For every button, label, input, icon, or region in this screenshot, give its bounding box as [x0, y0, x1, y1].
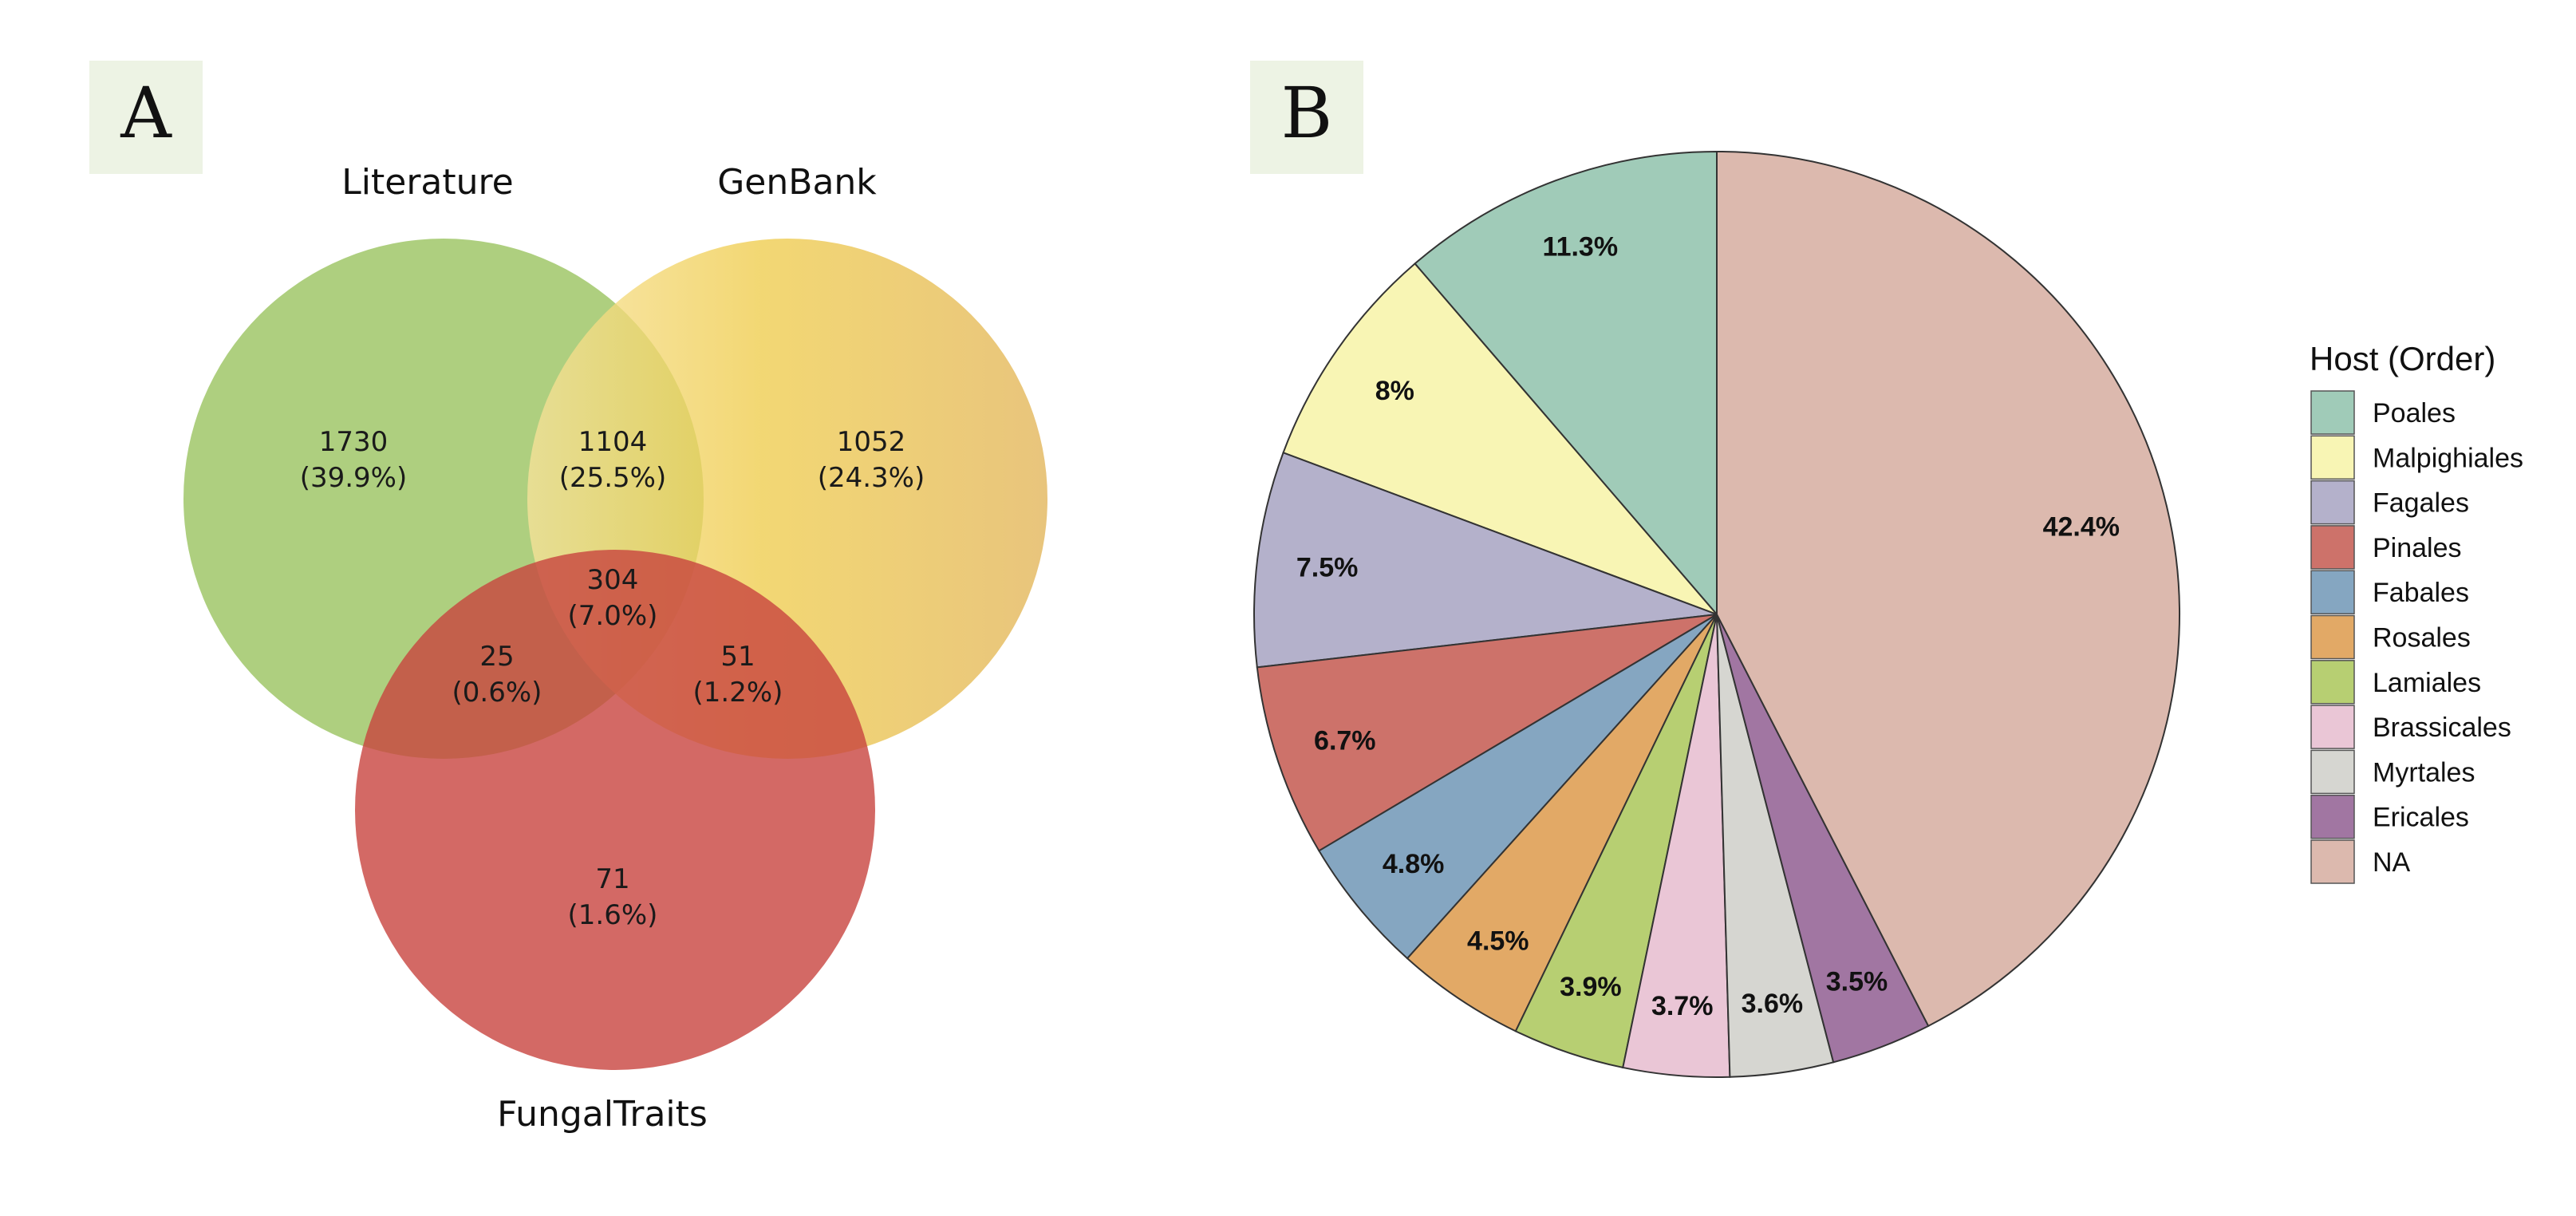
- set-title-literature: Literature: [341, 162, 513, 203]
- panel-a-letter: A: [120, 72, 172, 154]
- pie-labels: 11.3% 8% 7.5% 6.7% 4.8% 4.5% 3.9% 3.7% 3.6% 3.5% 4…: [1296, 232, 2120, 1021]
- panel-b-badge: [1250, 61, 1363, 174]
- legend-label-brassicales: Brassicales: [2373, 713, 2511, 743]
- region-percent: (39.9%): [300, 462, 408, 494]
- legend-label-na: NA: [2373, 847, 2411, 878]
- legend-label-poales: Poales: [2373, 398, 2456, 428]
- legend-swatch-ericales: [2310, 794, 2355, 839]
- pie-slice-fagales: [1253, 452, 1718, 669]
- pie-slice-na: [1716, 150, 2181, 1028]
- legend-swatch-na: [2310, 839, 2355, 884]
- region-count: 1052: [837, 426, 906, 458]
- legend-label-rosales: Rosales: [2373, 623, 2471, 653]
- pie-label-fagales: 7.5%: [1296, 553, 1359, 583]
- pie-slice-fabales: [1318, 614, 1718, 960]
- pie-slice-rosales: [1406, 614, 1718, 1032]
- pie-label-ericales: 3.5%: [1826, 967, 1888, 997]
- legend-swatch-poales: [2310, 390, 2355, 435]
- region-count: 304: [587, 564, 639, 596]
- venn-region-literature-only: 1730 (39.9%): [300, 426, 408, 494]
- pie-legend: Host (Order) Poales Malpighiales Fagales Pi…: [2310, 340, 2523, 884]
- legend-label-fabales: Fabales: [2373, 578, 2469, 608]
- venn-region-fungaltraits-only: 71 (1.6%): [568, 863, 658, 931]
- region-count: 1104: [578, 426, 648, 458]
- region-percent: (7.0%): [568, 600, 658, 632]
- pie-slice-pinales: [1256, 614, 1718, 852]
- legend-swatch-pinales: [2310, 525, 2355, 570]
- region-percent: (1.2%): [693, 677, 783, 709]
- region-count: 1730: [319, 426, 389, 458]
- legend-label-ericales: Ericales: [2373, 803, 2469, 833]
- pie-label-myrtales: 3.6%: [1742, 989, 1804, 1019]
- legend-swatch-brassicales: [2310, 705, 2355, 749]
- set-title-fungaltraits: FungalTraits: [497, 1094, 708, 1135]
- pie-panel: B 11.3% 8% 7.5% 6.7% 4.8% 4.5% 3.9% 3.7% 3.6% 3.5…: [1250, 61, 2523, 1078]
- pie-slices: [1253, 150, 2181, 1078]
- pie-label-lamiales: 3.9%: [1560, 972, 1622, 1002]
- legend-label-myrtales: Myrtales: [2373, 757, 2475, 788]
- venn-region-all-three: 304 (7.0%): [568, 564, 658, 632]
- legend-label-malpighiales: Malpighiales: [2373, 443, 2523, 473]
- legend-swatch-rosales: [2310, 614, 2355, 660]
- region-count: 25: [479, 641, 514, 673]
- pie-label-rosales: 4.5%: [1467, 926, 1529, 957]
- legend-swatch-lamiales: [2310, 660, 2355, 705]
- venn-region-genbank-only: 1052 (24.3%): [818, 426, 925, 494]
- set-title-genbank: GenBank: [717, 162, 877, 203]
- pie-label-na: 42.4%: [2043, 512, 2120, 543]
- region-count: 51: [720, 641, 755, 673]
- venn-region-genbank-fungaltraits: 51 (1.2%): [693, 641, 783, 709]
- legend-swatch-fagales: [2310, 480, 2355, 525]
- pie-label-poales: 11.3%: [1543, 232, 1619, 263]
- pie-label-brassicales: 3.7%: [1651, 991, 1714, 1021]
- region-percent: (1.6%): [568, 899, 658, 931]
- legend-swatch-myrtales: [2310, 749, 2355, 795]
- pie-label-malpighiales: 8%: [1375, 376, 1414, 406]
- region-percent: (0.6%): [452, 677, 542, 709]
- panel-b-letter: B: [1281, 72, 1333, 154]
- legend-title: Host (Order): [2310, 340, 2495, 377]
- legend-label-lamiales: Lamiales: [2373, 668, 2481, 698]
- pie-slice-malpighiales: [1282, 263, 1718, 615]
- venn-circle-fungaltraits: [355, 550, 875, 1070]
- venn-region-literature-fungaltraits: 25 (0.6%): [452, 641, 542, 709]
- pie-slice-poales: [1414, 150, 1718, 617]
- legend-swatch-fabales: [2310, 570, 2355, 614]
- legend-label-fagales: Fagales: [2373, 488, 2469, 519]
- pie-label-fabales: 4.8%: [1383, 849, 1445, 879]
- region-count: 71: [595, 863, 629, 895]
- region-percent: (25.5%): [559, 462, 667, 494]
- panel-a-badge: [89, 61, 203, 174]
- venn-region-literature-genbank: 1104 (25.5%): [559, 426, 667, 494]
- venn-panel: A Literature GenBank FungalTraits 1730 (…: [89, 61, 1047, 1135]
- legend-label-pinales: Pinales: [2373, 533, 2462, 563]
- legend-swatch-malpighiales: [2310, 435, 2355, 480]
- region-percent: (24.3%): [818, 462, 925, 494]
- pie-label-pinales: 6.7%: [1314, 725, 1376, 756]
